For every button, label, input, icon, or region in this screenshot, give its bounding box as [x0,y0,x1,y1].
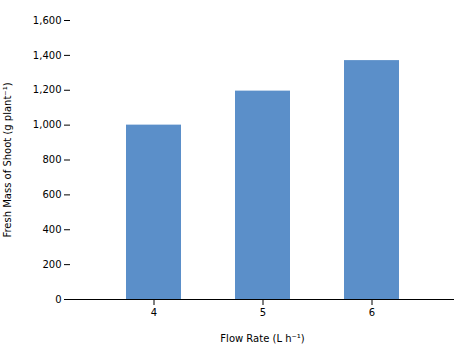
svg-text:800: 800 [42,154,61,165]
svg-text:1,000: 1,000 [33,119,62,130]
svg-text:1,200: 1,200 [33,84,62,95]
svg-text:1,400: 1,400 [33,50,62,61]
svg-text:0: 0 [55,294,61,305]
svg-text:5: 5 [260,307,266,318]
svg-text:1,600: 1,600 [33,15,62,26]
svg-text:6: 6 [369,307,375,318]
svg-text:4: 4 [151,307,157,318]
svg-text:Fresh Mass of Shoot (g plant⁻¹: Fresh Mass of Shoot (g plant⁻¹) [2,82,13,237]
svg-text:400: 400 [42,224,61,235]
svg-text:600: 600 [42,189,61,200]
svg-text:Flow Rate (L h⁻¹): Flow Rate (L h⁻¹) [220,333,304,344]
svg-text:200: 200 [42,259,61,270]
